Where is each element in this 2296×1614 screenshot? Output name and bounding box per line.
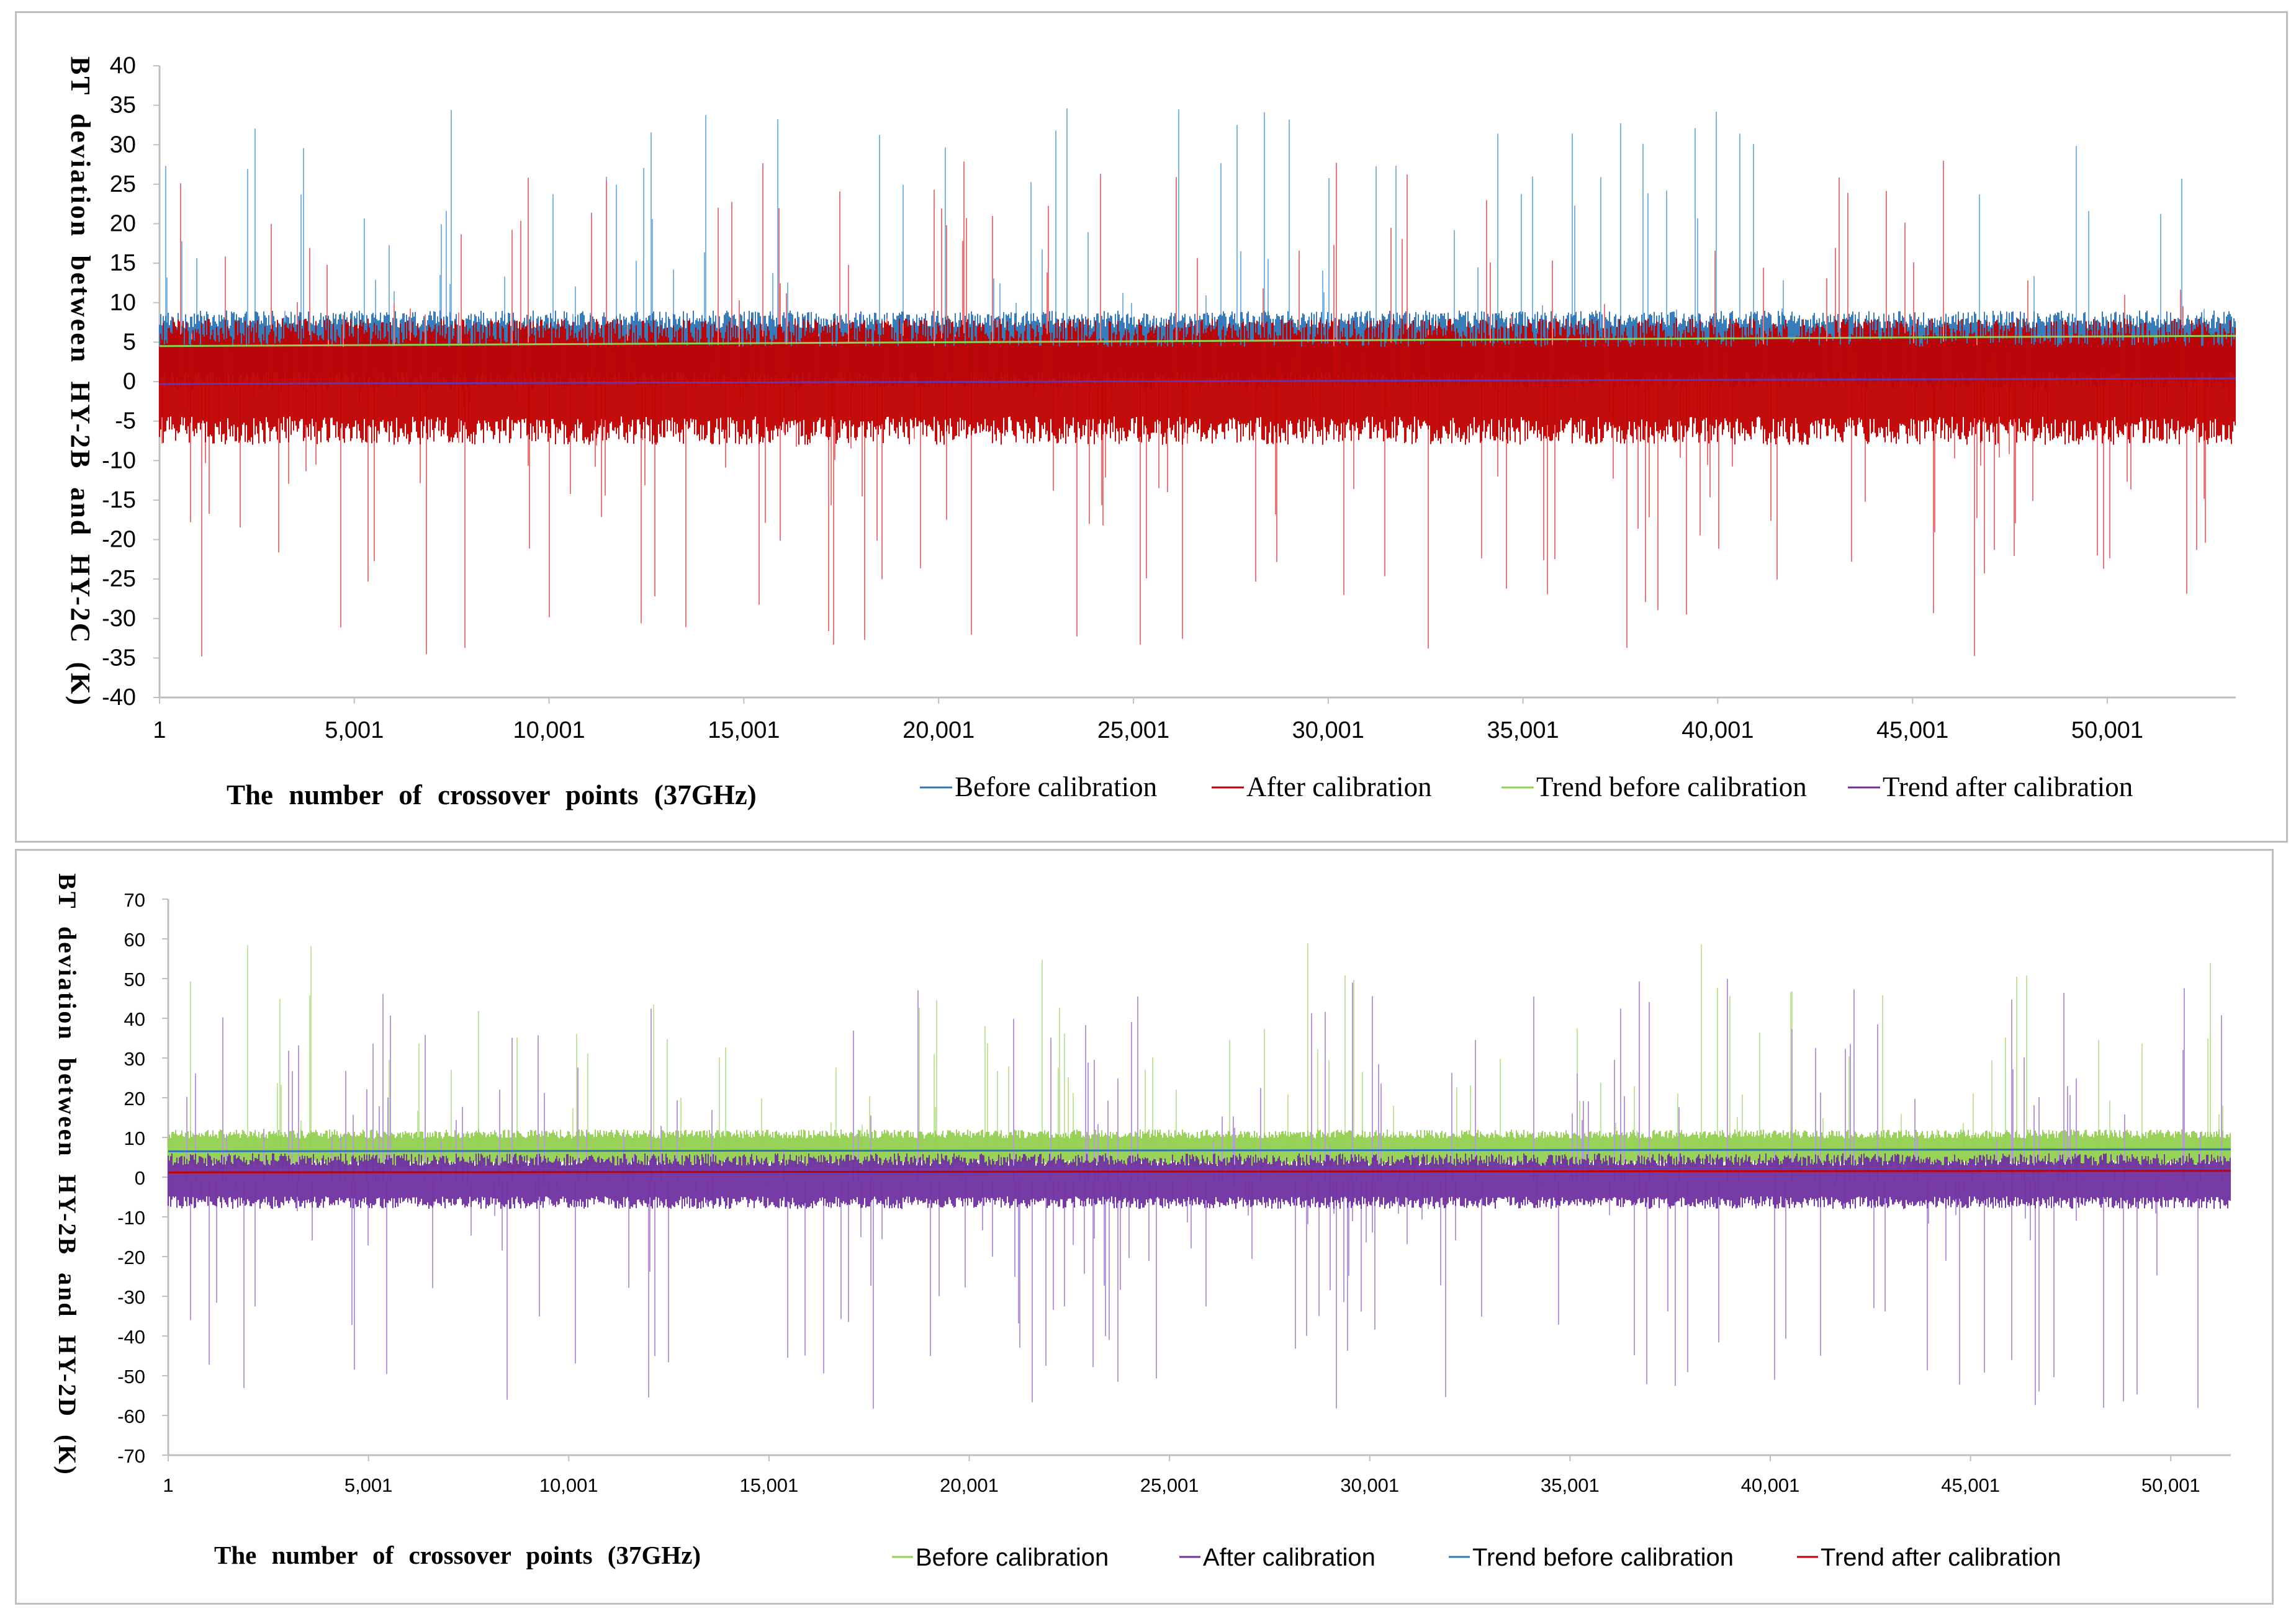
y-tick-label: -15 [102, 487, 136, 513]
trend-after-line [159, 377, 2236, 385]
y-tick-label: 30 [110, 132, 136, 158]
x-tick-label: 15,001 [739, 1474, 798, 1496]
y-tick-label: -5 [115, 408, 136, 434]
x-tick-label: 25,001 [1140, 1474, 1199, 1496]
y-tick-label: -50 [117, 1366, 145, 1388]
x-tick-label: 45,001 [1876, 717, 1948, 743]
x-tick-label: 20,001 [940, 1474, 999, 1496]
y-tick-label: 5 [123, 329, 136, 355]
trend-before-line [168, 1148, 2231, 1152]
x-tick-label: 30,001 [1340, 1474, 1399, 1496]
x-tick-label: 10,001 [513, 717, 585, 743]
x-tick-label: 1 [153, 717, 166, 743]
y-tick-label: -20 [117, 1247, 145, 1268]
x-tick-label: 25,001 [1097, 717, 1169, 743]
x-tick-label: 15,001 [708, 717, 780, 743]
y-tick-label: 40 [110, 53, 136, 79]
trend-before-line [159, 334, 2236, 347]
y-axis-title: BT deviation between HY-2B and HY-2D (K) [53, 873, 81, 1476]
chart-hy2b-hy2c: 40 35 30 25 20 15 10 5 0 -5 -10 -15 -20 -25 -30 -35 -40 1… [65, 53, 2236, 810]
x-tick-label: 50,001 [2071, 717, 2143, 743]
x-tick-label: 50,001 [2141, 1474, 2200, 1496]
y-tick-label: 35 [110, 92, 136, 119]
x-tick-label: 5,001 [325, 717, 384, 743]
y-tick-label: 0 [135, 1167, 145, 1189]
y-tick-label: 15 [110, 250, 136, 276]
y-tick-label: -70 [117, 1445, 145, 1467]
y-tick-label: 20 [110, 211, 136, 237]
y-tick-label: -25 [102, 566, 136, 592]
chart-panel-hy2d: 70 60 50 40 30 20 10 0 -10 -20 -30 -40 -50 -60 -70 1 5,0… [15, 849, 2274, 1605]
x-tick-label: 20,001 [903, 717, 975, 743]
y-tick-label: 10 [124, 1128, 145, 1149]
y-tick-label: -35 [102, 645, 136, 671]
y-tick-label: -20 [102, 527, 136, 553]
legend-label: Before calibration [955, 771, 1157, 802]
x-axis-title: The number of crossover points (37GHz) [214, 1541, 701, 1569]
y-tick-label: 50 [124, 969, 145, 990]
x-tick-label: 10,001 [539, 1474, 598, 1496]
y-tick-label: 60 [124, 929, 145, 951]
y-tick-label: -40 [117, 1326, 145, 1348]
x-tick-label: 35,001 [1541, 1474, 1600, 1496]
y-tick-label: 25 [110, 171, 136, 197]
y-tick-label: 20 [124, 1088, 145, 1110]
y-tick-label: 0 [123, 369, 136, 395]
x-tick-label: 45,001 [1941, 1474, 2000, 1496]
series-before-spikes [190, 943, 2223, 1150]
x-tick-label: 1 [163, 1474, 173, 1496]
x-tick-label: 30,001 [1292, 717, 1364, 743]
legend-label: Trend after calibration [1821, 1544, 2061, 1571]
legend-label: Trend before calibration [1536, 771, 1807, 802]
trend-after-line [168, 1170, 2231, 1173]
x-tick-label: 40,001 [1681, 717, 1754, 743]
y-tick-label: -60 [117, 1406, 145, 1427]
x-tick-label: 5,001 [344, 1474, 393, 1496]
y-tick-label: 30 [124, 1048, 145, 1070]
x-tick-label: 40,001 [1741, 1474, 1800, 1496]
legend-label: Before calibration [916, 1544, 1109, 1571]
legend-label: After calibration [1246, 771, 1432, 802]
x-tick-label: 35,001 [1487, 717, 1559, 743]
x-axis-title: The number of crossover points (37GHz) [227, 779, 757, 810]
series-before-spikes [165, 108, 2218, 351]
y-tick-label: -30 [102, 606, 136, 632]
series-after-calibration [168, 1153, 2231, 1209]
y-axis-title: BT deviation between HY-2B and HY-2C (K) [65, 56, 96, 707]
legend-label: Trend before calibration [1472, 1544, 1734, 1571]
y-tick-label: -30 [117, 1286, 145, 1308]
y-tick-label: 40 [124, 1008, 145, 1030]
y-tick-label: -10 [117, 1207, 145, 1229]
y-tick-label: 70 [124, 889, 145, 911]
y-tick-label: -10 [102, 447, 136, 473]
chart-panel-hy2c: 40 35 30 25 20 15 10 5 0 -5 -10 -15 -20 -25 -30 -35 -40 1… [15, 11, 2288, 843]
y-tick-label: -40 [102, 684, 136, 711]
legend-label: After calibration [1203, 1544, 1375, 1571]
legend-label: Trend after calibration [1883, 771, 2133, 802]
y-tick-label: 10 [110, 290, 136, 316]
